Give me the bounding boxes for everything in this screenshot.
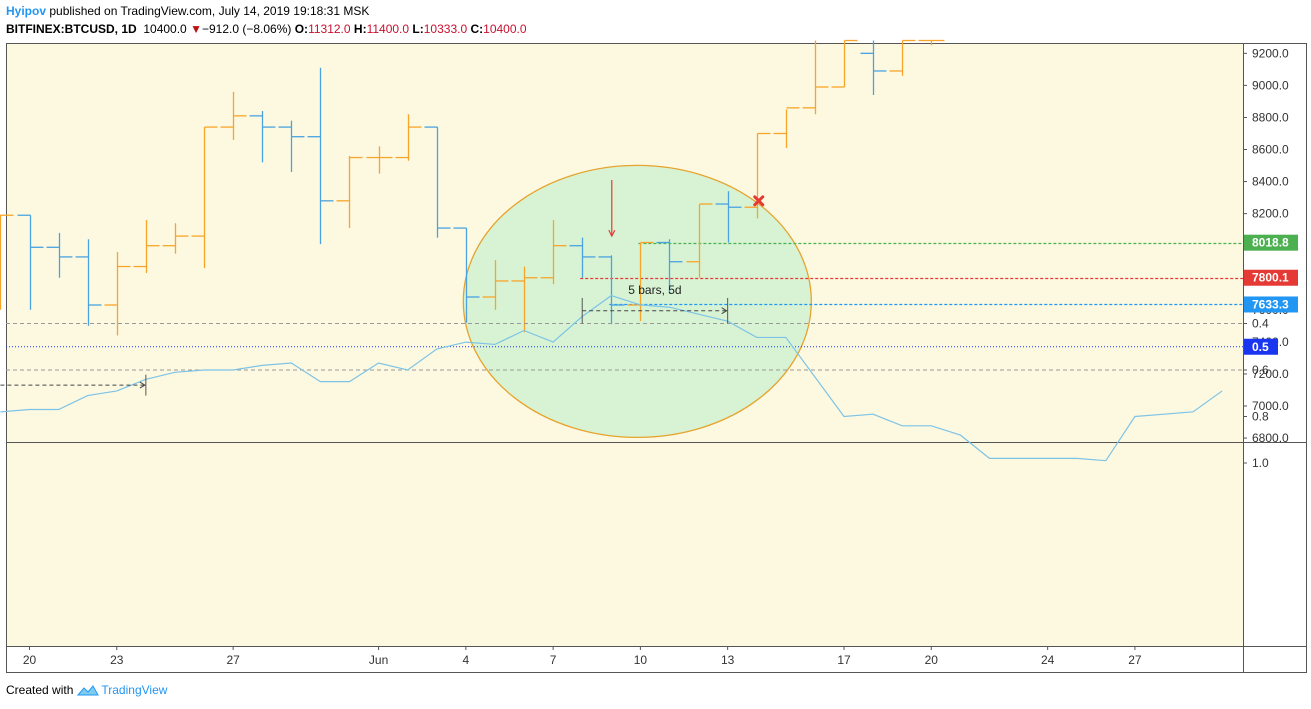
time-axis-label: 20: [23, 653, 37, 667]
ohlc-bar: [17, 214, 44, 310]
x-marker-stroke: [753, 195, 765, 207]
ohlc-bar: [75, 239, 102, 326]
ohlc-bar: [773, 107, 800, 148]
ohlc-bar: [220, 91, 247, 140]
open-label: O:: [294, 22, 309, 36]
low-value: 10333.0: [423, 22, 468, 36]
price-badge-label: 8018.8: [1252, 236, 1289, 250]
price-axis-label: 7200.0: [1252, 367, 1289, 381]
time-axis-label: 17: [837, 653, 851, 667]
price-change: −912.0 (−8.06%): [201, 22, 292, 36]
measure-arrow-head-icon: [721, 307, 728, 315]
ohlc-bar: [104, 252, 131, 336]
price-axis-label: 9200.0: [1252, 46, 1289, 60]
ohlc-bar: [918, 39, 945, 46]
price-axis-label: 8600.0: [1252, 143, 1289, 157]
measure-label: 5 bars, 5d: [628, 283, 681, 297]
ohlc-bar: [424, 126, 451, 238]
ohlc-bar: [569, 237, 596, 278]
ohlc-bar: [482, 260, 509, 310]
osc-axis-label: 1.0: [1252, 456, 1269, 470]
highlight-ellipse: [462, 164, 812, 439]
price-badge-7633.3: [1244, 296, 1298, 313]
osc-axis-label: 0.6: [1252, 363, 1269, 377]
osc-axis-label: 0.4: [1252, 317, 1269, 331]
ohlc-bar: [307, 67, 334, 245]
price-axis-label: 7000.0: [1252, 399, 1289, 413]
ohlc-bar: [336, 155, 363, 229]
ohlc-bar: [133, 220, 160, 273]
ohlc-bar: [191, 126, 218, 269]
x-marker-icon: [753, 195, 765, 207]
price-badge-8018.8: [1244, 234, 1298, 251]
mid-line-badge: [1244, 338, 1278, 355]
price-axis-label: 8800.0: [1252, 110, 1289, 124]
price-axis-label: 6800.0: [1252, 431, 1289, 445]
ohlc-bar: [453, 227, 480, 323]
ohlc-bar: [598, 255, 625, 325]
ohlc-bar: [889, 39, 916, 76]
oscillator-pane-background: [6, 443, 1243, 646]
ohlc-bar: [511, 266, 538, 333]
low-label: L:: [412, 22, 424, 36]
high-label: H:: [353, 22, 367, 36]
ohlc-bar: [656, 239, 683, 294]
time-axis-label: 27: [226, 653, 240, 667]
mid-line-badge-label: 0.5: [1252, 340, 1269, 354]
high-value: 11400.0: [366, 22, 410, 36]
price-badge-label: 7800.1: [1252, 271, 1289, 285]
tradingview-logo-icon: [77, 684, 100, 695]
author-link[interactable]: Hyipov: [6, 4, 47, 18]
ohlc-bar: [366, 146, 393, 174]
published-text: published on TradingView.com, July 14, 2…: [46, 4, 370, 18]
footer: Created with TradingView: [6, 683, 167, 697]
publisher-line: Hyipov published on TradingView.com, Jul…: [6, 4, 369, 18]
ohlc-bar: [802, 40, 829, 115]
time-axis-label: 27: [1128, 653, 1142, 667]
open-value: 11312.0: [308, 22, 351, 36]
ohlc-bar: [540, 220, 567, 285]
last-price: 10400.0: [143, 22, 187, 36]
ohlc-bar: [249, 111, 276, 163]
created-with-text: Created with: [6, 683, 74, 697]
time-axis-label: Jun: [369, 653, 388, 667]
osc-axis-label: 0.8: [1252, 410, 1269, 424]
ohlc-bar: [715, 191, 742, 243]
ohlc-bar: [686, 203, 713, 278]
ohlc-bar: [46, 232, 73, 278]
price-badge-7800.1: [1244, 269, 1298, 286]
price-badge-label: 7633.3: [1252, 297, 1289, 311]
time-axis-label: 24: [1041, 653, 1055, 667]
time-axis-label: 23: [110, 653, 124, 667]
price-axis-label: 9000.0: [1252, 78, 1289, 92]
tradingview-brand-link[interactable]: TradingView: [101, 683, 168, 697]
symbol-info-line: BITFINEX:BTCUSD, 1D 10400.0 ▼−912.0 (−8.…: [6, 22, 527, 36]
ohlc-bar: [744, 132, 771, 219]
down-arrow-icon: ▼: [190, 22, 202, 36]
ohlc-bar: [278, 120, 305, 172]
ohlc-bar: [627, 241, 654, 322]
oscillator-line: [0, 294, 1223, 462]
time-axis-label: 7: [550, 653, 557, 667]
ohlc-bar: [860, 40, 887, 96]
time-axis-label: 13: [721, 653, 735, 667]
ohlc-bar: [395, 114, 422, 161]
time-axis-label: 20: [925, 653, 939, 667]
close-label: C:: [470, 22, 484, 36]
ohlc-bar: [831, 39, 858, 88]
symbol-label: BITFINEX:BTCUSD, 1D: [6, 22, 137, 36]
time-axis-label: 4: [463, 653, 470, 667]
chart-frame: [6, 43, 1307, 673]
measure-arrow-head-icon: [139, 381, 146, 389]
price-axis-label: 8400.0: [1252, 175, 1289, 189]
price-axis-label: 8200.0: [1252, 207, 1289, 221]
red-arrow-head-icon: [608, 229, 616, 238]
ohlc-bar: [162, 223, 189, 254]
ohlc-bar: [0, 214, 14, 310]
close-value: 10400.0: [483, 22, 527, 36]
time-axis-label: 10: [634, 653, 648, 667]
